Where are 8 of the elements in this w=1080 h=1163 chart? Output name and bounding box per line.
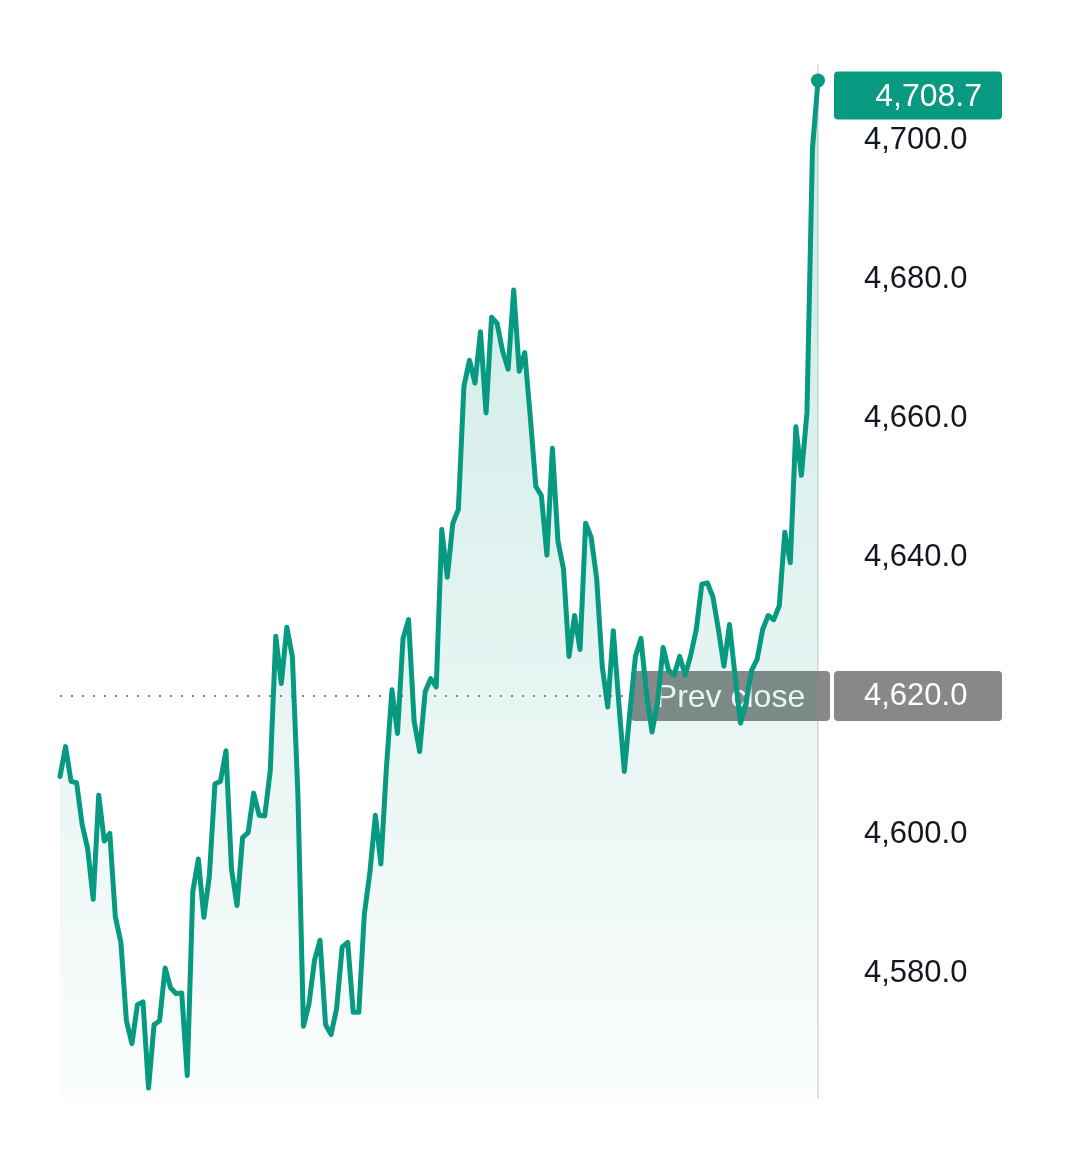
y-tick-label: 4,700.0	[864, 121, 968, 157]
y-tick-label: 4,660.0	[864, 399, 968, 434]
y-tick-label: 4,620.0	[864, 676, 968, 712]
data-label: 4,708.7	[875, 77, 982, 114]
y-tick-label: 4,580.0	[864, 954, 968, 990]
y-tick-label: 4,640.0	[864, 537, 968, 573]
y-tick-label: 4,600.0	[864, 815, 968, 851]
y-tick-label: 4,680.0	[864, 260, 968, 296]
